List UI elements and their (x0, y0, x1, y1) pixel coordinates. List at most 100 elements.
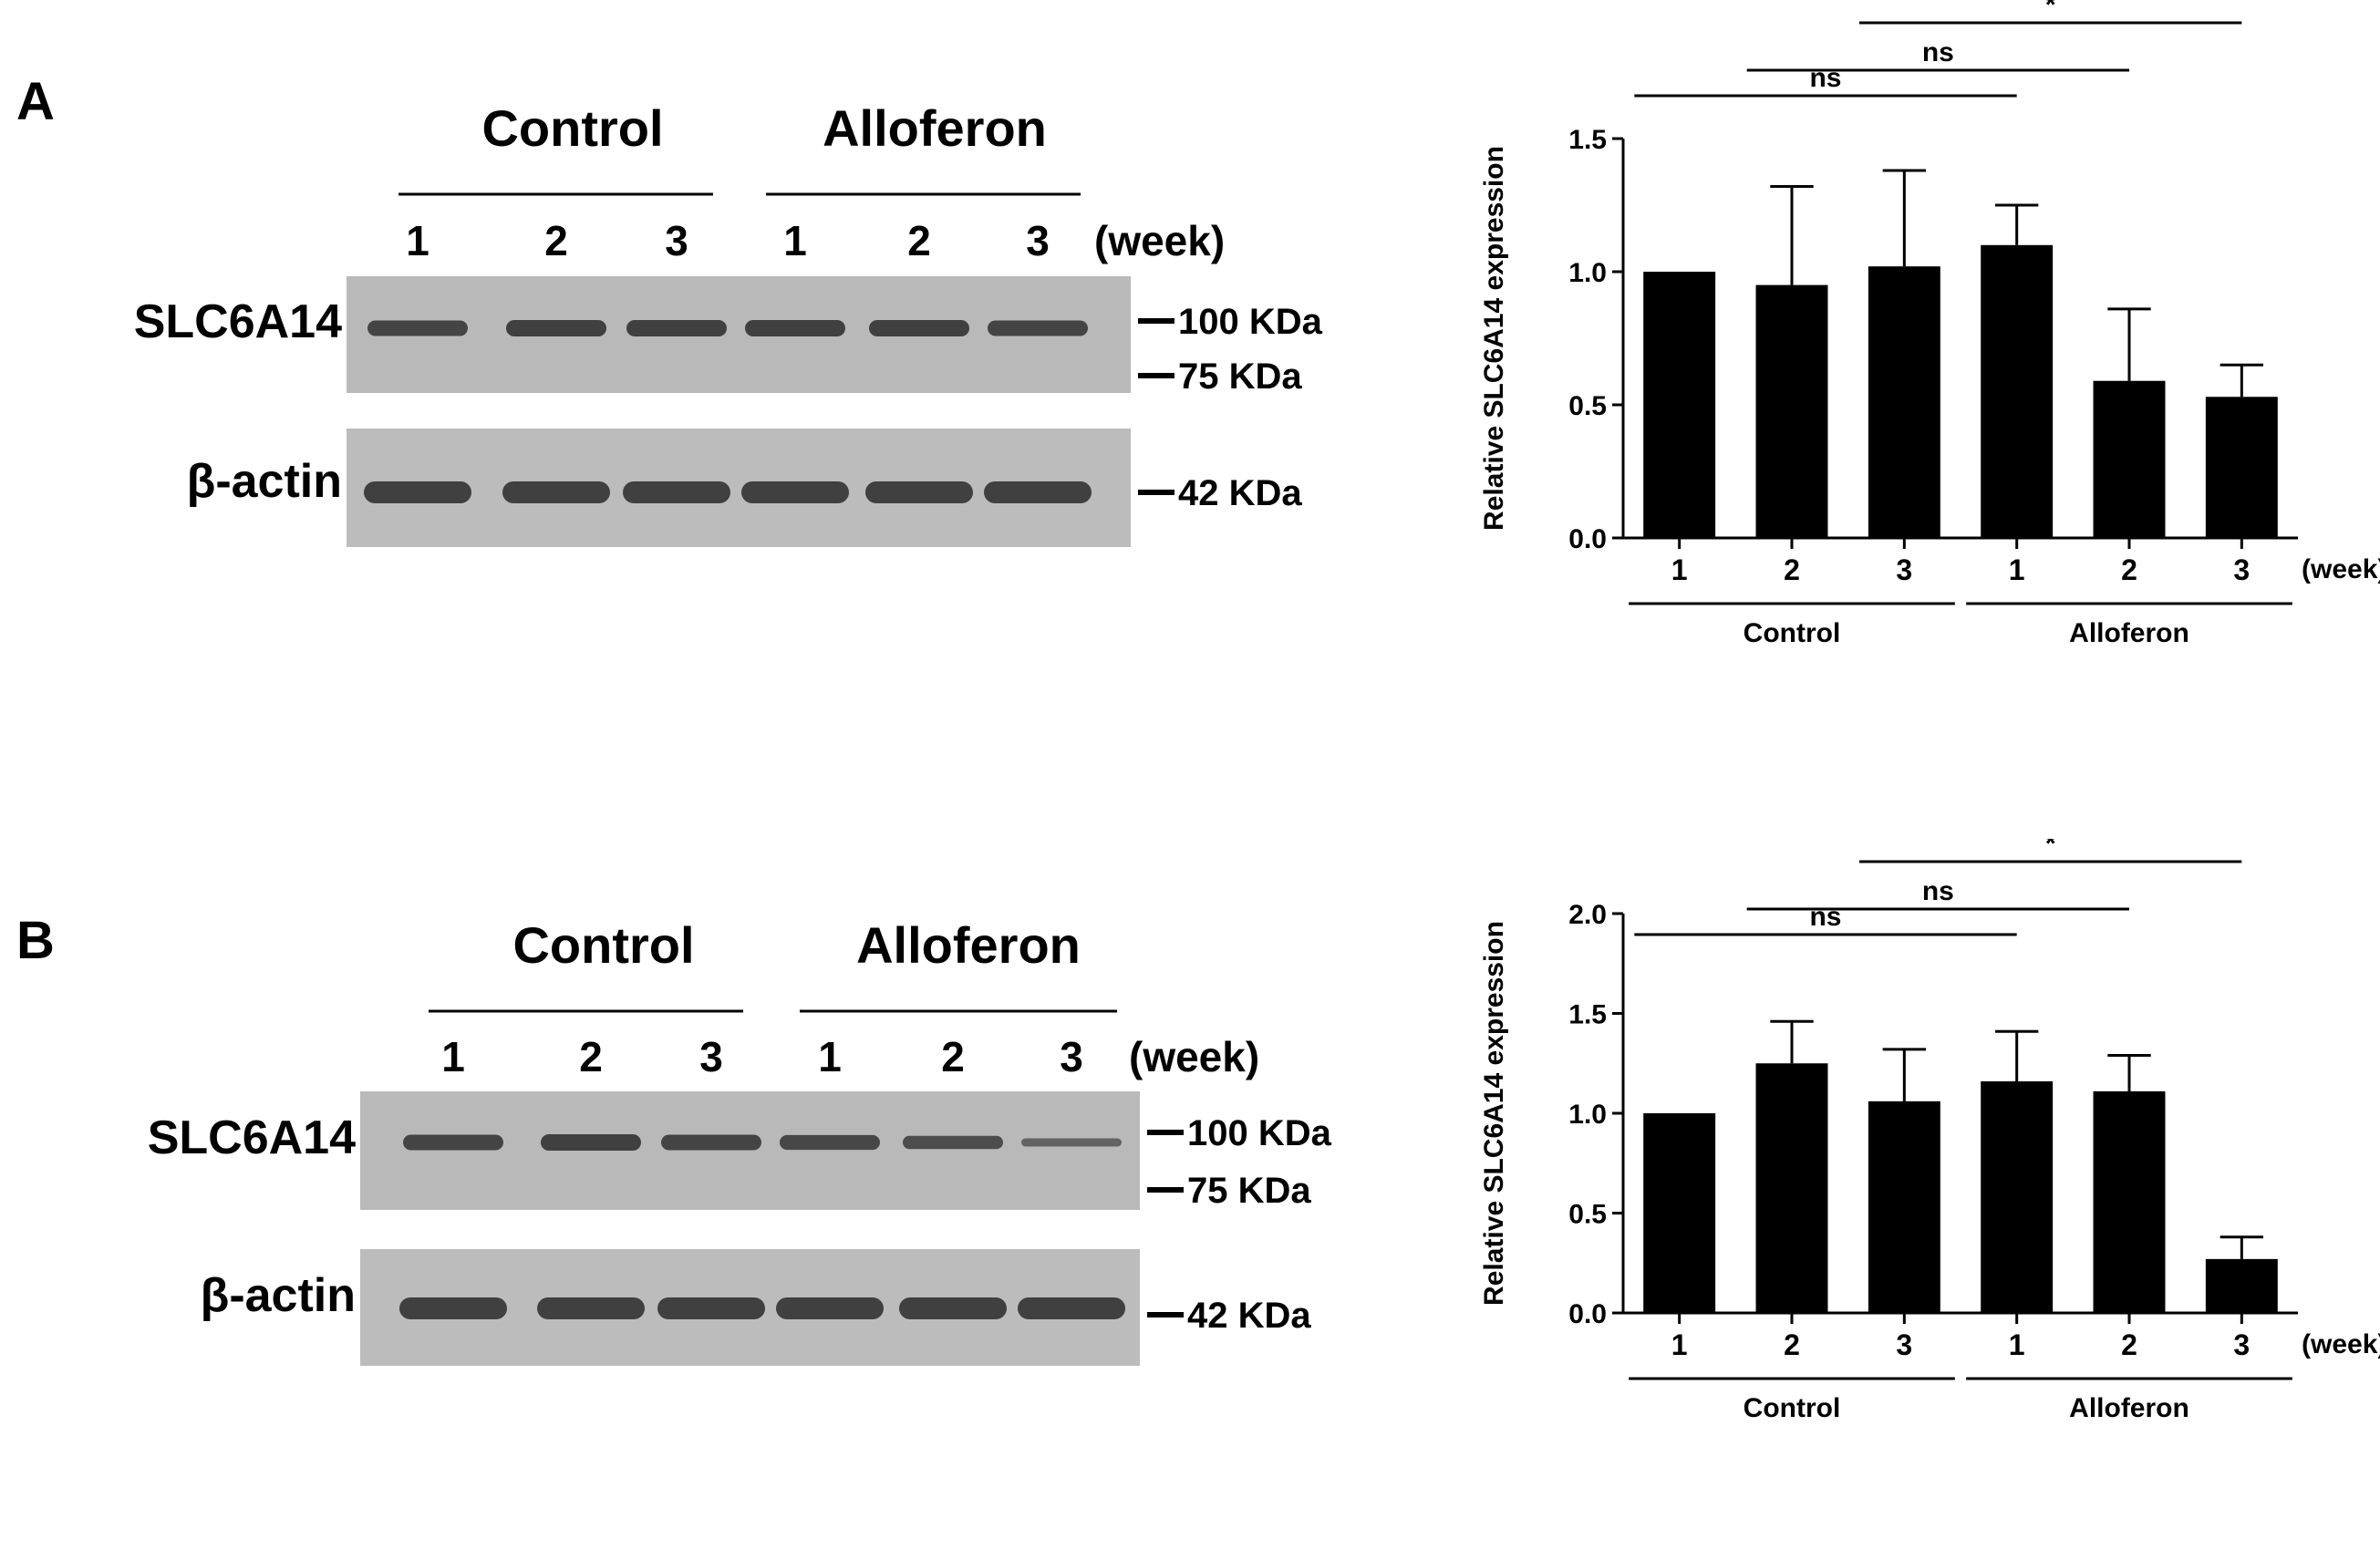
marker-label: 42 KDa (1187, 1296, 1311, 1336)
x-tick-label: 2 (1784, 553, 1800, 586)
lane-label: 1 (406, 217, 429, 264)
protein-band (506, 320, 606, 336)
bar (2205, 1258, 2278, 1313)
marker-label: 75 KDa (1187, 1171, 1311, 1211)
protein-band (780, 1134, 880, 1151)
protein-band (364, 481, 471, 503)
x-tick-label: 3 (1896, 1328, 1912, 1361)
group-label: Alloferon (2069, 1393, 2189, 1423)
protein-band (865, 481, 973, 503)
protein-label: SLC6A14 (134, 295, 342, 348)
lane-label: 2 (579, 1033, 603, 1080)
bar (2093, 1090, 2166, 1313)
western-blot: Control Alloferon 1 2 3 1 2 3 (week) SLC6A14 100 K… (134, 99, 1323, 547)
protein-band (661, 1134, 761, 1151)
protein-band (903, 1135, 1003, 1150)
protein-band (657, 1297, 765, 1319)
bar-chart: 0.0 0.5 1.0 1.5 Relative SLC6A14 expression 1… (1479, 0, 2380, 648)
lane-label: 2 (941, 1033, 965, 1080)
bar (1868, 1100, 1940, 1313)
blot-membrane (360, 1091, 1140, 1210)
y-tick-label: 0.0 (1568, 524, 1607, 554)
y-tick-label: 0.0 (1568, 1299, 1607, 1329)
y-tick-label: 1.5 (1568, 125, 1607, 155)
bar-chart: 0.0 0.5 1.0 1.5 2.0 Relative SLC6A14 expressi… (1479, 839, 2380, 1423)
group-label: Alloferon (856, 916, 1081, 974)
significance-label: ns (1922, 876, 1954, 906)
lane-label: 3 (699, 1033, 723, 1080)
protein-band (403, 1134, 503, 1151)
lane-label: 3 (1060, 1033, 1083, 1080)
protein-band (502, 481, 610, 503)
protein-band (367, 320, 468, 336)
significance-label: * (2045, 839, 2056, 859)
protein-band (537, 1297, 645, 1319)
figure-panel-b: B Control Alloferon 1 2 3 1 2 3 (week) SLC6A14 100… (0, 839, 2380, 1550)
bar (2093, 380, 2166, 538)
bar (1755, 1063, 1828, 1313)
x-tick-label: 3 (2233, 553, 2250, 586)
bar (1643, 1113, 1716, 1313)
x-tick-label: 1 (2009, 553, 2025, 586)
lane-label: 2 (544, 217, 568, 264)
group-label: Alloferon (823, 99, 1047, 157)
protein-band (1021, 1138, 1122, 1147)
x-tick-label: 1 (2009, 1328, 2025, 1361)
x-tick-label: 1 (1671, 553, 1688, 586)
protein-band (741, 481, 849, 503)
group-label: Alloferon (2069, 618, 2189, 648)
panel-letter: B (16, 911, 55, 970)
protein-band (776, 1297, 884, 1319)
y-tick-label: 2.0 (1568, 900, 1607, 930)
x-tick-label: 3 (1896, 553, 1912, 586)
y-tick-label: 1.0 (1568, 1100, 1607, 1130)
protein-band (988, 320, 1088, 336)
y-tick-label: 1.5 (1568, 1000, 1607, 1030)
y-tick-label: 0.5 (1568, 391, 1607, 421)
x-tick-label: 2 (2121, 553, 2137, 586)
group-label: Control (1744, 1393, 1841, 1423)
bar (1981, 1080, 2054, 1313)
protein-band (869, 320, 969, 336)
lane-unit-label: (week) (1094, 217, 1225, 264)
protein-band (1018, 1297, 1125, 1319)
protein-band (541, 1134, 641, 1151)
protein-band (626, 320, 727, 336)
bar (1755, 284, 1828, 538)
group-label: Control (1744, 618, 1841, 648)
marker-label: 100 KDa (1178, 302, 1323, 342)
x-tick-label: 2 (2121, 1328, 2137, 1361)
y-axis-label: Relative SLC6A14 expression (1479, 921, 1509, 1306)
lane-label: 3 (665, 217, 688, 264)
significance-label: ns (1809, 902, 1841, 932)
x-tick-label: 1 (1671, 1328, 1688, 1361)
lane-label: 3 (1026, 217, 1050, 264)
significance-label: ns (1922, 37, 1954, 67)
group-label: Control (512, 916, 694, 974)
protein-label: β-actin (201, 1269, 356, 1322)
lane-unit-label: (week) (1129, 1033, 1259, 1080)
protein-band (984, 481, 1092, 503)
y-tick-label: 1.0 (1568, 258, 1607, 288)
western-blot: Control Alloferon 1 2 3 1 2 3 (week) SLC6A14 100 K… (148, 916, 1332, 1366)
x-tick-label: 2 (1784, 1328, 1800, 1361)
protein-label: SLC6A14 (148, 1111, 356, 1164)
protein-band (899, 1297, 1007, 1319)
bar (1643, 272, 1716, 538)
marker-label: 100 KDa (1187, 1113, 1332, 1153)
panel-letter: A (16, 72, 55, 131)
lane-label: 1 (441, 1033, 465, 1080)
protein-band (399, 1297, 507, 1319)
protein-band (623, 481, 730, 503)
marker-label: 42 KDa (1178, 473, 1302, 513)
x-unit-label: (week) (2302, 1329, 2380, 1359)
protein-label: β-actin (187, 455, 342, 508)
x-unit-label: (week) (2302, 554, 2380, 584)
lane-label: 1 (818, 1033, 842, 1080)
lane-label: 1 (783, 217, 807, 264)
group-label: Control (481, 99, 663, 157)
protein-band (745, 320, 845, 336)
bar (1868, 266, 1940, 538)
significance-label: * (2045, 0, 2056, 20)
marker-label: 75 KDa (1178, 356, 1302, 397)
